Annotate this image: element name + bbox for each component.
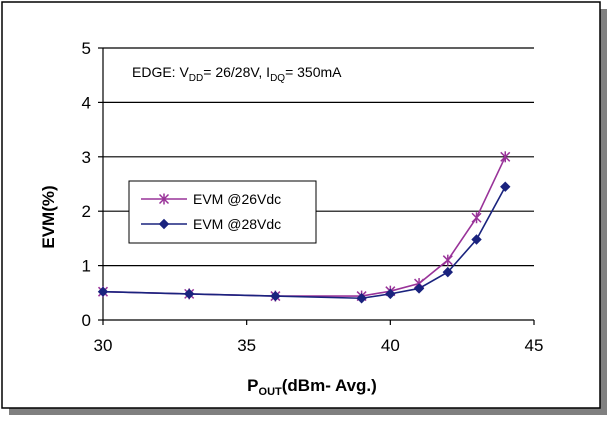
series-layer — [97, 151, 511, 304]
data-point — [270, 290, 281, 302]
y-tick-label: 5 — [82, 39, 91, 58]
legend-label: EVM @26Vdc — [193, 191, 281, 207]
legend-label: EVM @28Vdc — [193, 216, 281, 232]
legend-box — [128, 180, 317, 244]
data-point — [442, 254, 453, 266]
data-point — [500, 151, 511, 163]
data-point — [183, 288, 195, 300]
y-tick-label: 2 — [82, 202, 91, 221]
x-axis-title: POUT(dBm- Avg.) — [247, 376, 377, 398]
legend-swatch-marker — [158, 193, 170, 205]
y-tick-label: 1 — [82, 257, 91, 276]
y-tick-label: 3 — [82, 148, 91, 167]
x-tick-label: 40 — [381, 336, 400, 355]
legend: EVM @26Vdc EVM @28Vdc — [128, 180, 317, 244]
y-tick-label: 4 — [82, 93, 91, 112]
legend-swatch-marker — [158, 218, 170, 230]
data-point — [356, 293, 367, 304]
data-point — [471, 234, 482, 245]
axes — [98, 47, 535, 325]
data-point — [413, 283, 425, 294]
x-tick-label: 30 — [94, 336, 113, 355]
y-axis-title: EVM(%) — [39, 185, 58, 248]
data-point — [385, 288, 396, 300]
data-point — [442, 266, 454, 278]
data-point — [97, 286, 109, 297]
data-point — [471, 212, 482, 224]
condition-annotation: EDGE: VDD= 26/28V, IDQ= 350mA — [132, 64, 342, 84]
y-tick-label: 0 — [82, 311, 91, 330]
data-point — [500, 181, 511, 192]
x-tick-label: 35 — [237, 336, 256, 355]
x-tick-label: 45 — [525, 336, 544, 355]
